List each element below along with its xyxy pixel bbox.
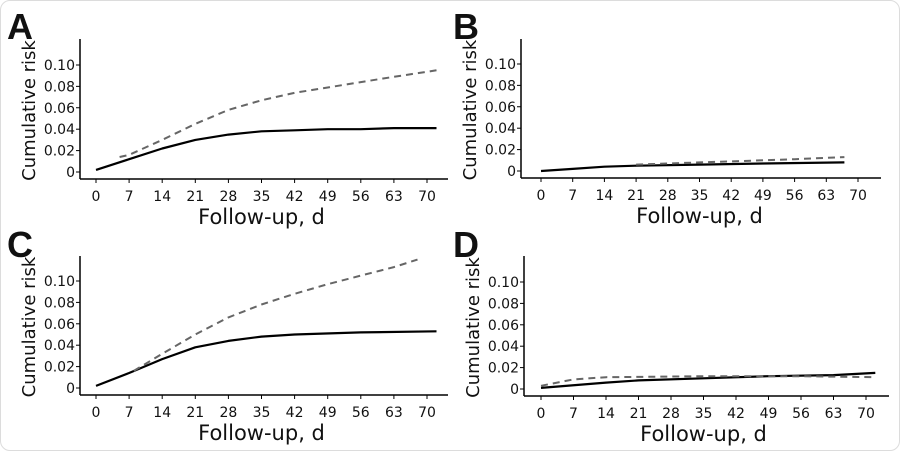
series-line-dashed: [119, 69, 437, 158]
x-tick-label: 7: [125, 405, 134, 421]
y-tick-label: 0.06: [44, 101, 75, 117]
y-tick-label: 0.02: [488, 361, 519, 377]
y-tick-label: 0: [66, 165, 75, 181]
x-tick-label: 42: [727, 406, 745, 422]
x-tick-label: 49: [754, 188, 772, 204]
y-tick-label: 0: [507, 164, 516, 180]
x-axis-label: Follow-up, d: [636, 204, 763, 228]
series-line-solid: [540, 371, 876, 389]
x-tick-label: 0: [92, 405, 101, 421]
x-tick-label: 21: [186, 189, 204, 205]
x-tick-label: 70: [849, 188, 867, 204]
x-tick-label: 49: [760, 406, 778, 422]
x-tick-label: 35: [253, 405, 271, 421]
y-tick-label: 0.02: [44, 360, 75, 376]
x-tick-label: 42: [722, 188, 740, 204]
series-line-solid: [95, 127, 437, 171]
y-tick-label: 0.10: [485, 57, 516, 73]
x-tick-label: 28: [219, 189, 237, 205]
series-line-solid: [95, 330, 437, 387]
x-tick-label: 14: [153, 189, 171, 205]
x-tick-label: 63: [385, 189, 403, 205]
x-tick-label: 0: [537, 188, 546, 204]
x-tick-label: 63: [385, 405, 403, 421]
panel-label: D: [453, 224, 479, 265]
y-tick-label: 0: [510, 382, 519, 398]
panel-label: C: [7, 224, 33, 265]
x-tick-label: 70: [418, 405, 436, 421]
x-tick-label: 7: [569, 406, 578, 422]
x-tick-label: 0: [92, 189, 101, 205]
x-tick-label: 70: [418, 189, 436, 205]
panel-label: B: [453, 6, 479, 47]
x-tick-label: 49: [319, 189, 337, 205]
panel-d: D 0 7 14 21 28 35 42 49 56 63 70 0 0.02 0.04 0.06 0.08 0.…: [453, 224, 889, 446]
y-tick-label: 0.04: [485, 121, 516, 137]
x-axis-label: Follow-up, d: [640, 422, 767, 446]
y-axis-label: Cumulative risk: [19, 256, 40, 397]
x-tick-label: 42: [286, 189, 304, 205]
y-tick-label: 0.08: [44, 79, 75, 95]
x-tick-label: 35: [253, 189, 271, 205]
y-tick-label: 0.04: [44, 122, 75, 138]
y-tick-label: 0.08: [485, 78, 516, 94]
x-tick-label: 49: [319, 405, 337, 421]
y-tick-label: 0.10: [488, 275, 519, 291]
y-tick-label: 0.10: [44, 274, 75, 290]
x-tick-label: 14: [153, 405, 171, 421]
x-tick-label: 21: [186, 405, 204, 421]
x-tick-label: 42: [286, 405, 304, 421]
x-tick-label: 56: [792, 406, 810, 422]
x-tick-label: 56: [352, 189, 370, 205]
x-tick-label: 7: [568, 188, 577, 204]
panel-c: C 0 7 14 21 28 35 42 49 56 63 70 0 0.02 0.04 0.06 0.08 0.…: [7, 224, 448, 445]
x-tick-label: 63: [825, 406, 843, 422]
series-line-dashed: [636, 156, 845, 166]
series-line-solid: [540, 161, 845, 173]
x-tick-label: 0: [537, 406, 546, 422]
x-tick-label: 63: [817, 188, 835, 204]
y-tick-label: 0.06: [485, 100, 516, 116]
panel-b: B 0 7 14 21 28 35 42 49 56 63 70 0 0.02 0.04 0.06 0.08 0.…: [453, 6, 881, 228]
y-tick-label: 0.06: [488, 318, 519, 334]
series-line-dashed: [133, 258, 418, 372]
y-tick-label: 0.04: [44, 338, 75, 354]
series-line-dashed: [540, 375, 876, 387]
y-tick-label: 0.02: [44, 144, 75, 160]
x-tick-label: 21: [627, 188, 645, 204]
x-axis-label: Follow-up, d: [198, 205, 325, 229]
y-axis-label: Cumulative risk: [19, 40, 40, 181]
panel-label: A: [7, 6, 33, 47]
x-axis-label: Follow-up, d: [198, 421, 325, 445]
y-tick-label: 0.08: [488, 296, 519, 312]
x-tick-label: 28: [662, 406, 680, 422]
y-axis-label: Cumulative risk: [460, 39, 481, 180]
y-axis-label: Cumulative risk: [463, 257, 484, 398]
y-tick-label: 0.04: [488, 339, 519, 355]
x-tick-label: 56: [786, 188, 804, 204]
x-tick-label: 35: [695, 406, 713, 422]
x-tick-label: 56: [352, 405, 370, 421]
x-tick-label: 21: [630, 406, 648, 422]
y-tick-label: 0.06: [44, 317, 75, 333]
y-tick-label: 0: [66, 381, 75, 397]
y-tick-label: 0.10: [44, 58, 75, 74]
x-tick-label: 28: [659, 188, 677, 204]
panel-a: A 0 7 14 21 28 35 42 49 56 63 70 0 0.02 0.04 0.06 0.08 0.…: [7, 6, 448, 229]
x-tick-label: 14: [597, 406, 615, 422]
x-tick-label: 35: [691, 188, 709, 204]
x-tick-label: 7: [125, 189, 134, 205]
x-tick-label: 28: [219, 405, 237, 421]
y-tick-label: 0.08: [44, 295, 75, 311]
x-tick-label: 14: [595, 188, 613, 204]
x-tick-label: 70: [857, 406, 875, 422]
y-tick-label: 0.02: [485, 143, 516, 159]
